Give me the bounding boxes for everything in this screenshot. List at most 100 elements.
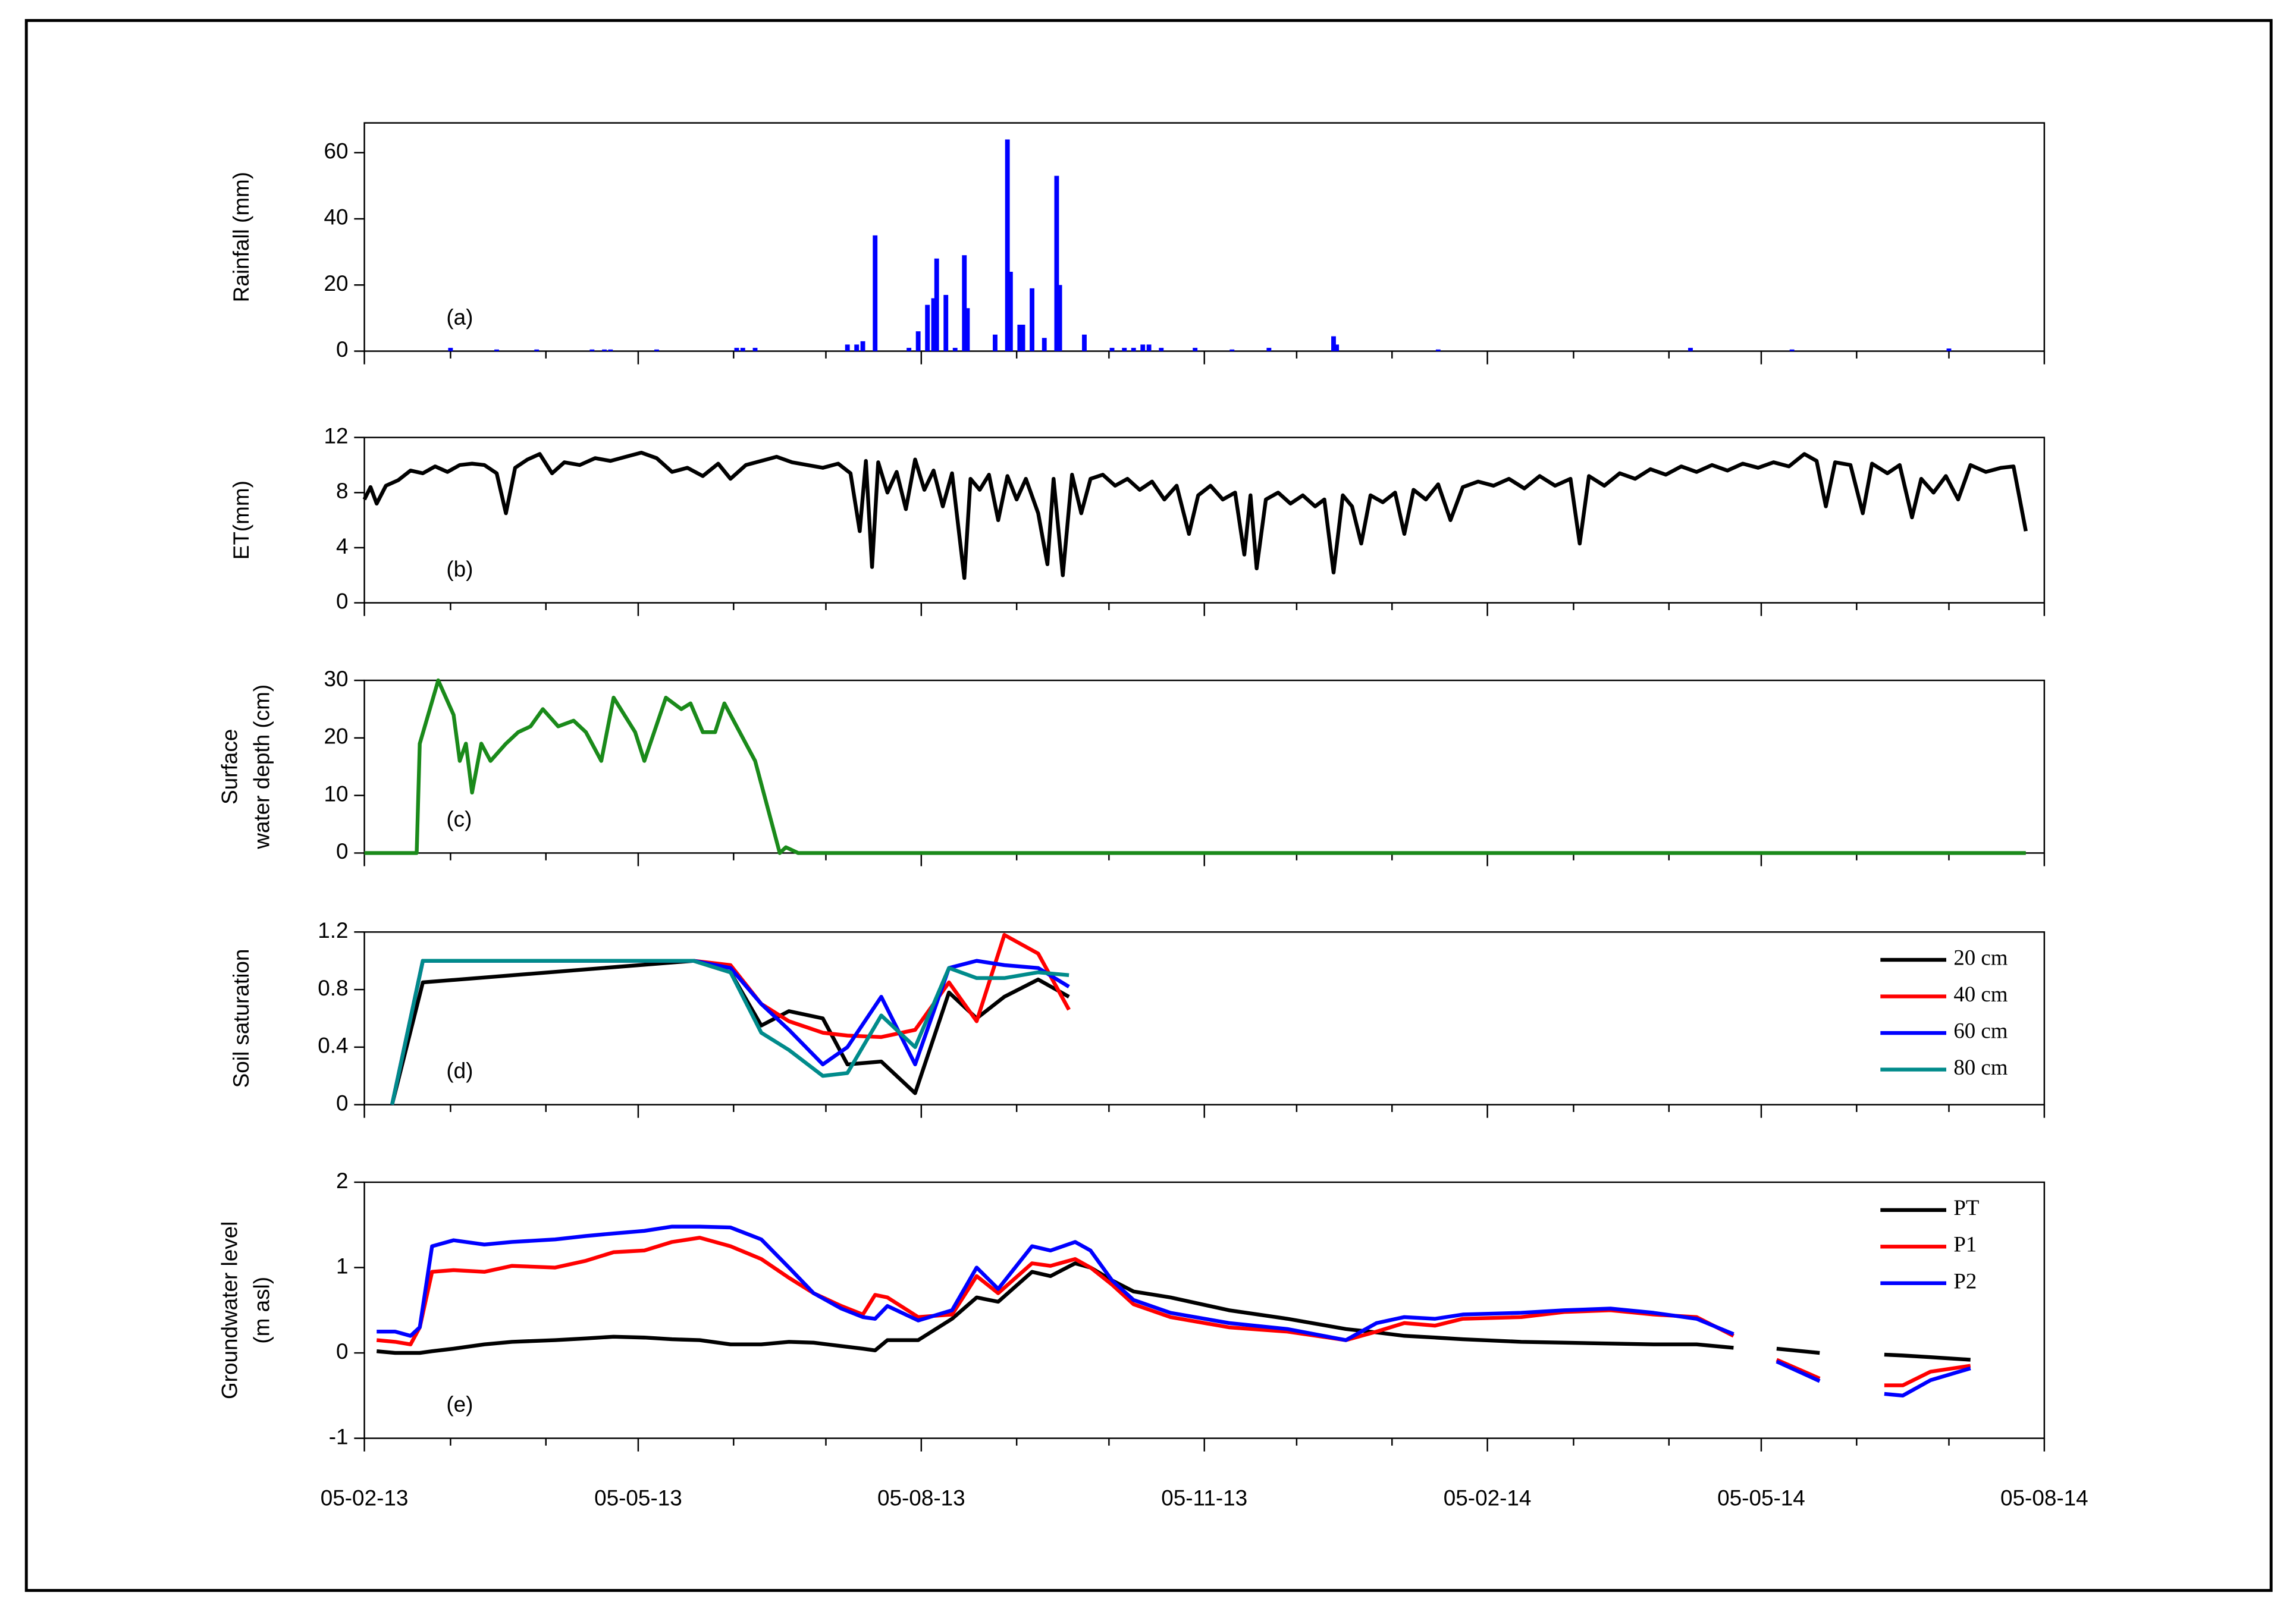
y-axis-label: Groundwater level xyxy=(217,1221,241,1399)
bar xyxy=(740,347,745,351)
y-axis-label: Soil saturation xyxy=(229,949,253,1088)
bar xyxy=(1193,347,1198,351)
bar xyxy=(608,349,613,351)
y-tick-label: 2 xyxy=(336,1169,349,1193)
series-line xyxy=(364,678,2026,855)
series-line xyxy=(376,1261,1971,1362)
y-tick-label: 60 xyxy=(324,139,348,163)
panel-label: (a) xyxy=(446,305,473,329)
series-line xyxy=(390,959,1070,1106)
bar xyxy=(1020,324,1025,351)
bar xyxy=(907,347,912,351)
series-line xyxy=(377,1224,1971,1398)
legend-label: 40 cm xyxy=(1953,982,2008,1006)
figure-frame xyxy=(24,18,2273,1592)
series-line xyxy=(390,959,1070,1106)
bar xyxy=(1054,175,1059,351)
x-tick-label: 05-05-14 xyxy=(1717,1486,1805,1510)
x-tick-label: 05-02-13 xyxy=(321,1486,409,1510)
legend-label: PT xyxy=(1953,1195,1979,1220)
x-tick-label: 05-11-13 xyxy=(1161,1486,1247,1510)
bar xyxy=(448,347,453,351)
bar xyxy=(1435,349,1441,351)
bar xyxy=(1688,347,1693,351)
panel-label: (d) xyxy=(446,1059,473,1083)
bar xyxy=(602,349,607,351)
bar xyxy=(854,344,860,351)
y-tick-label: -1 xyxy=(329,1424,349,1449)
bar xyxy=(1789,349,1795,351)
y-tick-label: 0 xyxy=(336,839,349,863)
bar xyxy=(1131,347,1136,351)
bar xyxy=(1946,348,1952,351)
y-tick-label: 10 xyxy=(324,781,348,806)
bar xyxy=(931,298,936,351)
bar xyxy=(1140,344,1146,351)
bar xyxy=(1017,324,1022,351)
y-tick-label: 0 xyxy=(336,337,349,362)
bar xyxy=(1122,347,1127,351)
bar xyxy=(993,334,998,351)
panel-label: (b) xyxy=(446,557,473,581)
x-tick-label: 05-05-13 xyxy=(594,1486,682,1510)
legend-label: 20 cm xyxy=(1953,946,2008,970)
y-axis-label: (m asl) xyxy=(250,1277,274,1344)
bar xyxy=(1030,288,1034,351)
y-tick-label: 12 xyxy=(324,423,348,448)
plot-frame xyxy=(363,931,2046,1106)
bar xyxy=(943,294,949,351)
bar xyxy=(873,235,878,351)
y-axis-label: Rainfall (mm) xyxy=(229,172,253,302)
y-tick-label: 1 xyxy=(336,1254,349,1278)
bar xyxy=(1229,349,1235,351)
bar xyxy=(915,331,921,351)
bar xyxy=(934,258,939,351)
bar xyxy=(925,304,930,351)
bar xyxy=(494,349,499,351)
bar xyxy=(952,347,958,351)
bar xyxy=(752,347,758,351)
plot-frame xyxy=(363,679,2046,854)
x-tick-label: 05-08-13 xyxy=(877,1486,965,1510)
y-tick-label: 20 xyxy=(324,271,348,296)
bar xyxy=(534,349,540,351)
bar xyxy=(1042,338,1047,351)
bar xyxy=(1005,139,1010,351)
bar xyxy=(845,344,850,351)
y-tick-label: 0 xyxy=(336,589,349,613)
bar xyxy=(962,255,967,351)
legend-label: P2 xyxy=(1953,1268,1977,1293)
y-tick-label: 0 xyxy=(336,1339,349,1364)
bar xyxy=(1057,285,1062,351)
y-axis-label: Surface xyxy=(217,729,241,805)
x-tick-label: 05-08-14 xyxy=(2000,1486,2088,1510)
bar xyxy=(1331,336,1336,351)
y-axis-label: water depth (cm) xyxy=(250,684,274,850)
bar xyxy=(1146,344,1152,351)
legend-label: P1 xyxy=(1953,1232,1977,1257)
legend-label: 80 cm xyxy=(1953,1055,2008,1079)
bar xyxy=(1266,347,1272,351)
bar xyxy=(1109,347,1115,351)
series-line xyxy=(390,959,1069,1106)
bar xyxy=(1159,347,1164,351)
plot-frame xyxy=(363,122,2046,352)
y-tick-label: 1.2 xyxy=(318,918,348,943)
panel-label: (c) xyxy=(446,807,472,831)
bar xyxy=(965,308,970,351)
y-tick-label: 4 xyxy=(336,534,349,558)
y-tick-label: 8 xyxy=(336,479,349,503)
y-tick-label: 30 xyxy=(324,667,348,691)
y-tick-label: 0.8 xyxy=(318,976,348,1000)
bar xyxy=(589,349,595,351)
bar xyxy=(1082,334,1087,351)
y-tick-label: 40 xyxy=(324,205,348,230)
y-axis-label: ET(mm) xyxy=(229,480,253,560)
bar xyxy=(1008,271,1013,351)
y-tick-label: 20 xyxy=(324,724,348,749)
bar xyxy=(860,341,865,351)
y-tick-label: 0 xyxy=(336,1091,349,1115)
bar xyxy=(654,349,659,351)
x-tick-label: 05-02-14 xyxy=(1444,1486,1532,1510)
